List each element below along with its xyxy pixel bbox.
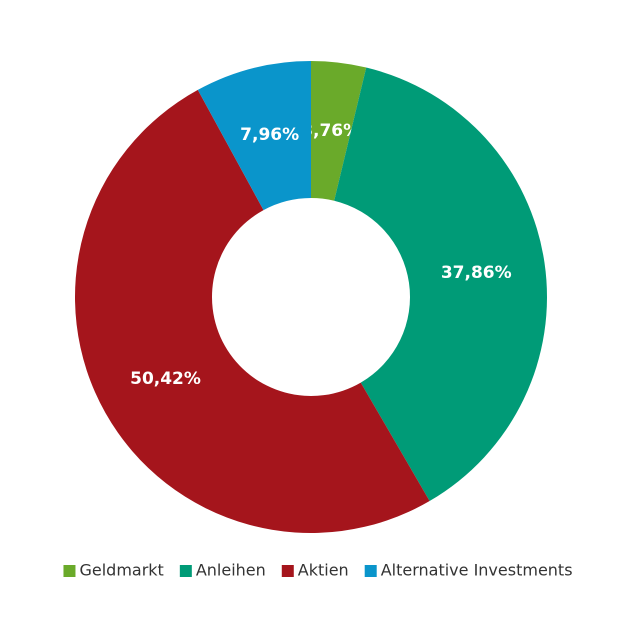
legend: Geldmarkt Anleihen Aktien Alternative Inves… [63,561,573,580]
legend-swatch [63,565,76,577]
legend-label: Anleihen [196,561,266,580]
legend-swatch [179,565,192,577]
donut-slice [334,67,547,502]
value-label: 3,76% [301,121,360,141]
legend-label: Aktien [298,561,349,580]
value-label: 50,42% [130,369,201,389]
donut-slice [74,89,430,534]
legend-label: Alternative Investments [381,561,573,580]
legend-swatch [364,565,377,577]
value-label: 37,86% [441,263,512,283]
donut-slice [311,61,367,201]
legend-label: Geldmarkt [79,561,163,580]
legend-swatch [281,565,294,577]
value-label: 7,96% [240,125,299,145]
donut-slice [197,61,311,211]
